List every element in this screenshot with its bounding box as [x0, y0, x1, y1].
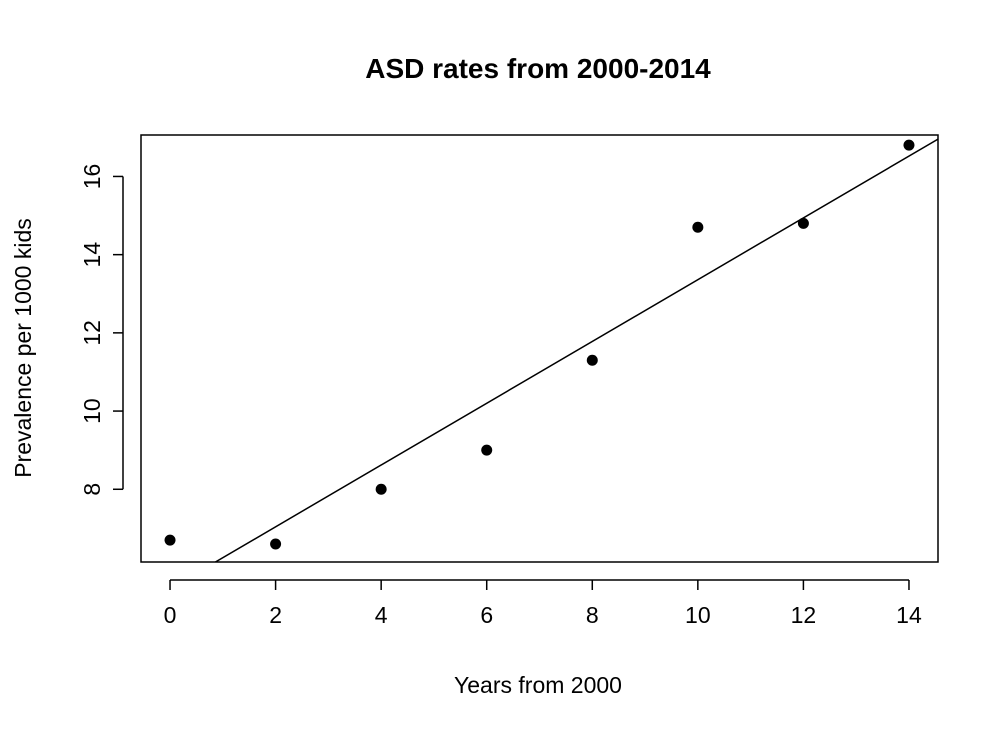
y-tick-label: 10: [79, 398, 105, 424]
plot-frame: [140, 134, 939, 563]
data-point: [903, 139, 915, 151]
x-tick-label: 6: [480, 602, 493, 628]
x-axis: 0 2 4 6 8 10 12 14: [164, 579, 922, 628]
x-tick-label: 8: [586, 602, 599, 628]
data-point: [797, 217, 809, 229]
y-tick-label: 8: [79, 483, 105, 496]
data-point: [270, 538, 282, 550]
y-axis: 8 10 12 14 16: [79, 164, 124, 496]
x-tick-label: 12: [791, 602, 817, 628]
x-axis-label: Years from 2000: [454, 672, 622, 698]
y-axis-label: Prevalence per 1000 kids: [10, 218, 36, 478]
data-point: [481, 444, 493, 456]
data-point: [692, 221, 704, 233]
x-tick-label: 0: [164, 602, 177, 628]
x-tick-label: 14: [896, 602, 922, 628]
y-tick-label: 16: [79, 164, 105, 190]
data-point: [375, 483, 387, 495]
trend-line-layer: [213, 138, 938, 562]
x-tick-label: 10: [685, 602, 711, 628]
y-tick-label: 14: [79, 242, 105, 268]
data-point: [586, 354, 598, 366]
data-points: [164, 139, 915, 550]
data-point: [164, 534, 176, 546]
x-tick-label: 2: [269, 602, 282, 628]
x-tick-label: 4: [375, 602, 388, 628]
y-tick-label: 12: [79, 320, 105, 346]
chart-title: ASD rates from 2000-2014: [365, 53, 711, 84]
trend-line: [213, 138, 938, 562]
